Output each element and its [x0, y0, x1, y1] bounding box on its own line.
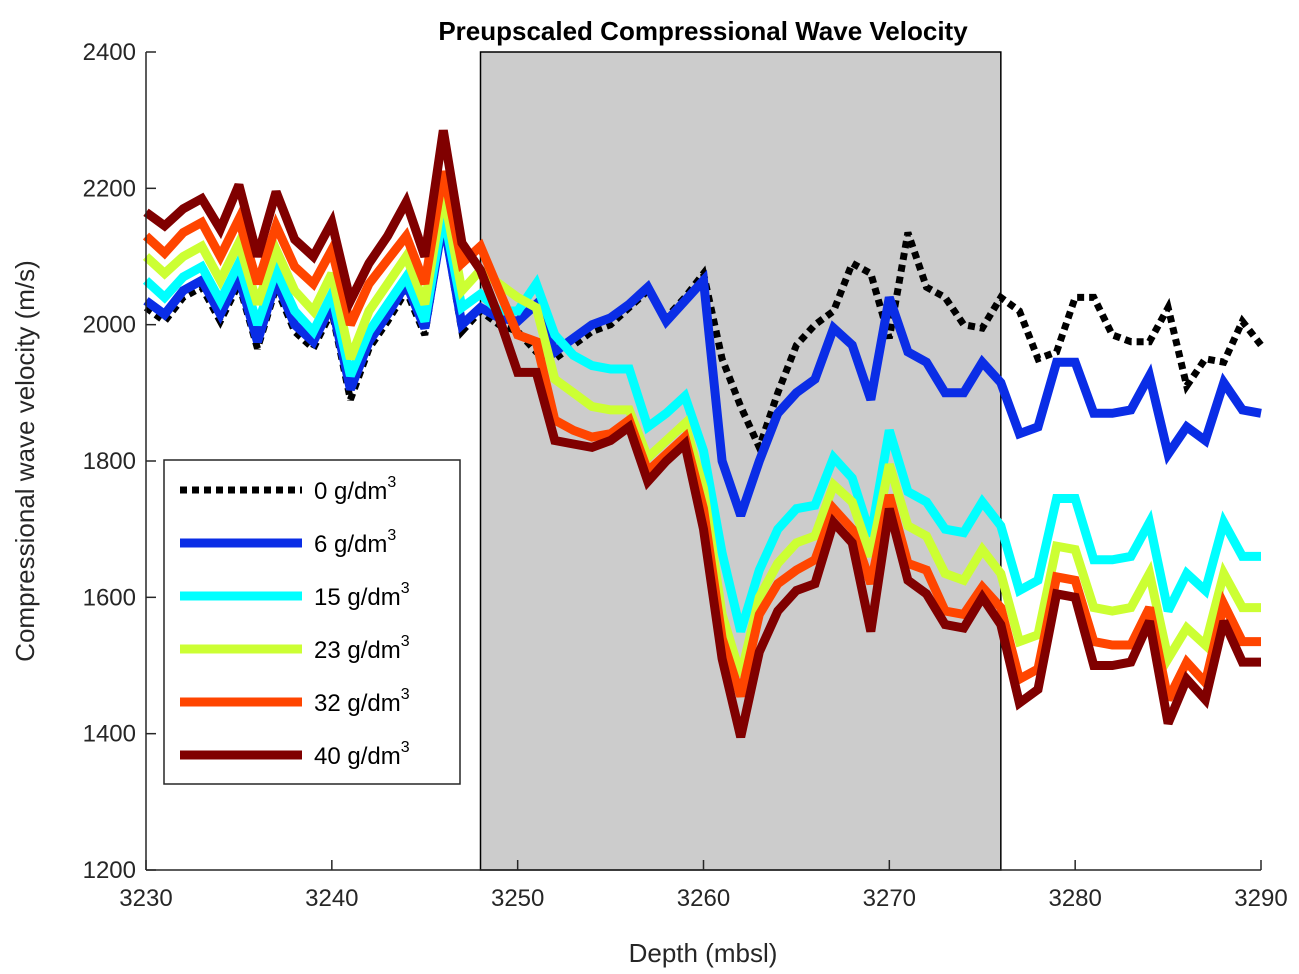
x-tick-label: 3270 [863, 885, 916, 912]
x-tick-label: 3230 [119, 885, 172, 912]
series-layer [142, 129, 1264, 739]
x-tick-label: 3240 [305, 885, 358, 912]
y-tick-label: 1200 [83, 857, 136, 884]
legend-label-2: 15 g/dm3 [314, 580, 410, 611]
shaded-depth-interval [479, 51, 1002, 871]
y-tick-label: 2200 [83, 175, 136, 202]
y-axis-label: Compressional wave velocity (m/s) [10, 260, 40, 662]
y-tick-label: 1400 [83, 721, 136, 748]
y-tick-label: 1800 [83, 448, 136, 475]
shaded-region-layer [479, 51, 1002, 871]
legend-box [163, 459, 461, 785]
series-line-5 [143, 129, 1261, 739]
legend-label-4: 32 g/dm3 [314, 686, 410, 717]
series-line-3 [142, 190, 1261, 678]
chart-title: Preupscaled Compressional Wave Velocity [438, 16, 968, 46]
y-tick-label: 2000 [83, 312, 136, 339]
x-tick-label: 3250 [491, 885, 544, 912]
legend-label-3: 23 g/dm3 [314, 633, 410, 664]
x-axis-label: Depth (mbsl) [629, 938, 778, 968]
y-tick-label: 1600 [83, 584, 136, 611]
x-tick-label: 3260 [677, 885, 730, 912]
legend-label-1: 6 g/dm3 [314, 527, 396, 558]
legend: 0 g/dm3 6 g/dm3 15 g/dm3 23 g/dm3 32 g/dm3 40… [163, 459, 461, 785]
legend-label-5: 40 g/dm3 [314, 739, 410, 770]
y-tick-label: 2400 [83, 39, 136, 66]
x-tick-label: 3290 [1234, 885, 1287, 912]
x-tick-label: 3280 [1048, 885, 1101, 912]
y-ticks: 1200 1400 1600 1800 2000 2200 2400 [83, 39, 156, 884]
x-ticks: 3230 3240 3250 3260 3270 3280 3290 [119, 860, 1288, 912]
legend-label-0: 0 g/dm3 [314, 474, 396, 505]
